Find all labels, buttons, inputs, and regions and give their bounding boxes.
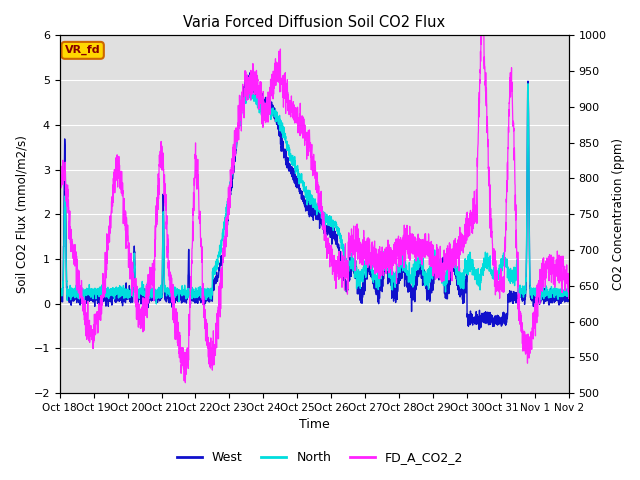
North xyxy=(556,293,563,299)
FD_A_CO2_2 xyxy=(56,215,63,221)
Line: North: North xyxy=(60,84,569,304)
North xyxy=(565,289,573,295)
West xyxy=(565,287,573,293)
Legend: West, North, FD_A_CO2_2: West, North, FD_A_CO2_2 xyxy=(172,446,468,469)
FD_A_CO2_2 xyxy=(144,273,152,279)
North xyxy=(500,261,508,267)
Y-axis label: Soil CO2 Flux (mmol/m2/s): Soil CO2 Flux (mmol/m2/s) xyxy=(15,135,28,293)
North xyxy=(252,93,259,98)
West xyxy=(144,299,152,304)
Text: VR_fd: VR_fd xyxy=(65,45,100,56)
FD_A_CO2_2 xyxy=(500,289,508,295)
Line: FD_A_CO2_2: FD_A_CO2_2 xyxy=(60,36,569,383)
West xyxy=(556,302,563,308)
West xyxy=(500,321,508,326)
FD_A_CO2_2 xyxy=(273,60,281,66)
FD_A_CO2_2 xyxy=(114,154,122,159)
FD_A_CO2_2 xyxy=(182,380,189,385)
FD_A_CO2_2 xyxy=(556,252,563,258)
West xyxy=(246,70,254,75)
North xyxy=(114,291,122,297)
X-axis label: Time: Time xyxy=(299,419,330,432)
West xyxy=(476,326,483,332)
North xyxy=(56,289,63,295)
North xyxy=(144,288,152,294)
Title: Varia Forced Diffusion Soil CO2 Flux: Varia Forced Diffusion Soil CO2 Flux xyxy=(183,15,445,30)
West xyxy=(252,83,259,88)
West xyxy=(114,297,122,303)
North xyxy=(273,109,281,115)
North xyxy=(152,301,160,307)
West xyxy=(56,295,63,300)
FD_A_CO2_2 xyxy=(477,33,485,38)
West xyxy=(273,121,281,127)
Line: West: West xyxy=(60,72,569,329)
Y-axis label: CO2 Concentration (ppm): CO2 Concentration (ppm) xyxy=(612,138,625,290)
North xyxy=(524,81,532,86)
FD_A_CO2_2 xyxy=(252,91,259,97)
FD_A_CO2_2 xyxy=(565,296,573,301)
